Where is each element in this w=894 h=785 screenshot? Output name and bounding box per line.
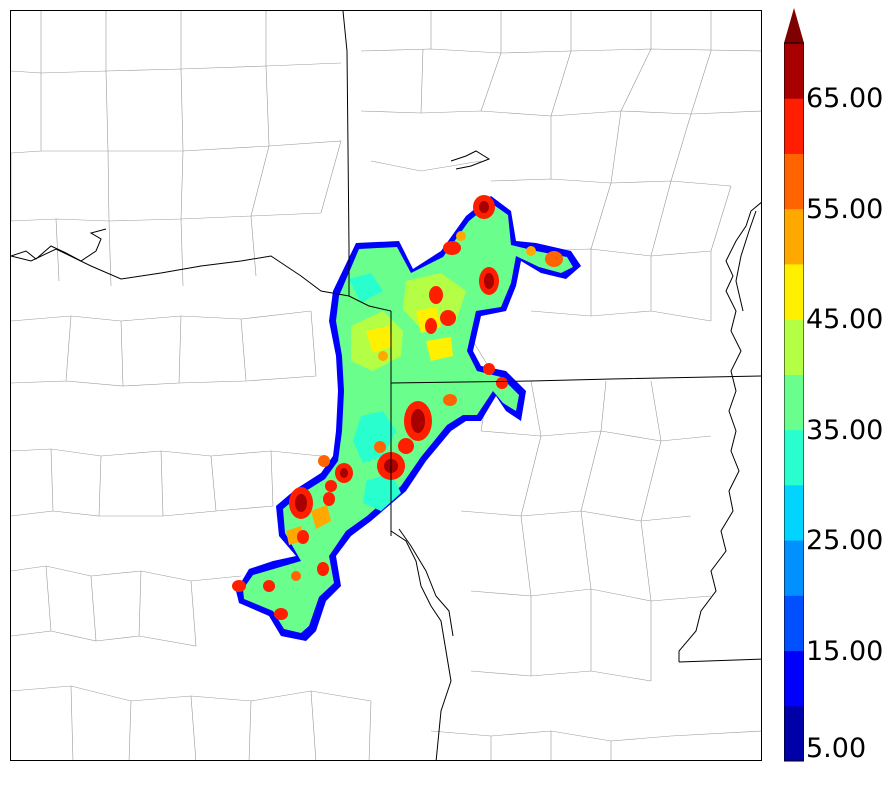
colorbar-tick-label: 15.00: [806, 635, 884, 667]
colorbar-bins: [784, 43, 804, 762]
colorbar-tick-label: 65.00: [806, 83, 884, 115]
colorbar-bin-65-70: [784, 43, 804, 99]
colorbar-tick-label: 35.00: [806, 414, 884, 446]
colorbar-bin-60-65: [784, 98, 804, 154]
colorbar-tick-label: 45.00: [806, 304, 884, 336]
colorbar-tick-label: 5.00: [806, 733, 867, 764]
colorbar-frame: [784, 42, 804, 762]
colorbar: [784, 8, 804, 762]
colorbar-extend-arrow: [784, 8, 804, 43]
rivers: [11, 150, 761, 760]
colorbar-bin-55-60: [784, 153, 804, 210]
colorbar-bin-40-45: [784, 319, 804, 375]
colorbar-tick-label: 25.00: [806, 525, 884, 557]
colorbar-bin-45-50: [784, 263, 804, 320]
colorbar-bin-50-55: [784, 208, 804, 265]
colorbar-bin-10-15: [784, 650, 804, 707]
map-panel: [10, 10, 762, 761]
colorbar-bin-15-20: [784, 595, 804, 652]
map-canvas: [11, 11, 761, 760]
colorbar-tick-label: 55.00: [806, 193, 884, 225]
colorbar-bin-30-35: [784, 429, 804, 486]
colorbar-bin-35-40: [784, 374, 804, 431]
state-borders: [11, 11, 761, 663]
colorbar-bin-5-10: [784, 705, 804, 762]
colorbar-bin-25-30: [784, 484, 804, 541]
colorbar-bin-20-25: [784, 540, 804, 596]
storm-cores: [232, 195, 563, 620]
county-borders: [11, 11, 761, 760]
